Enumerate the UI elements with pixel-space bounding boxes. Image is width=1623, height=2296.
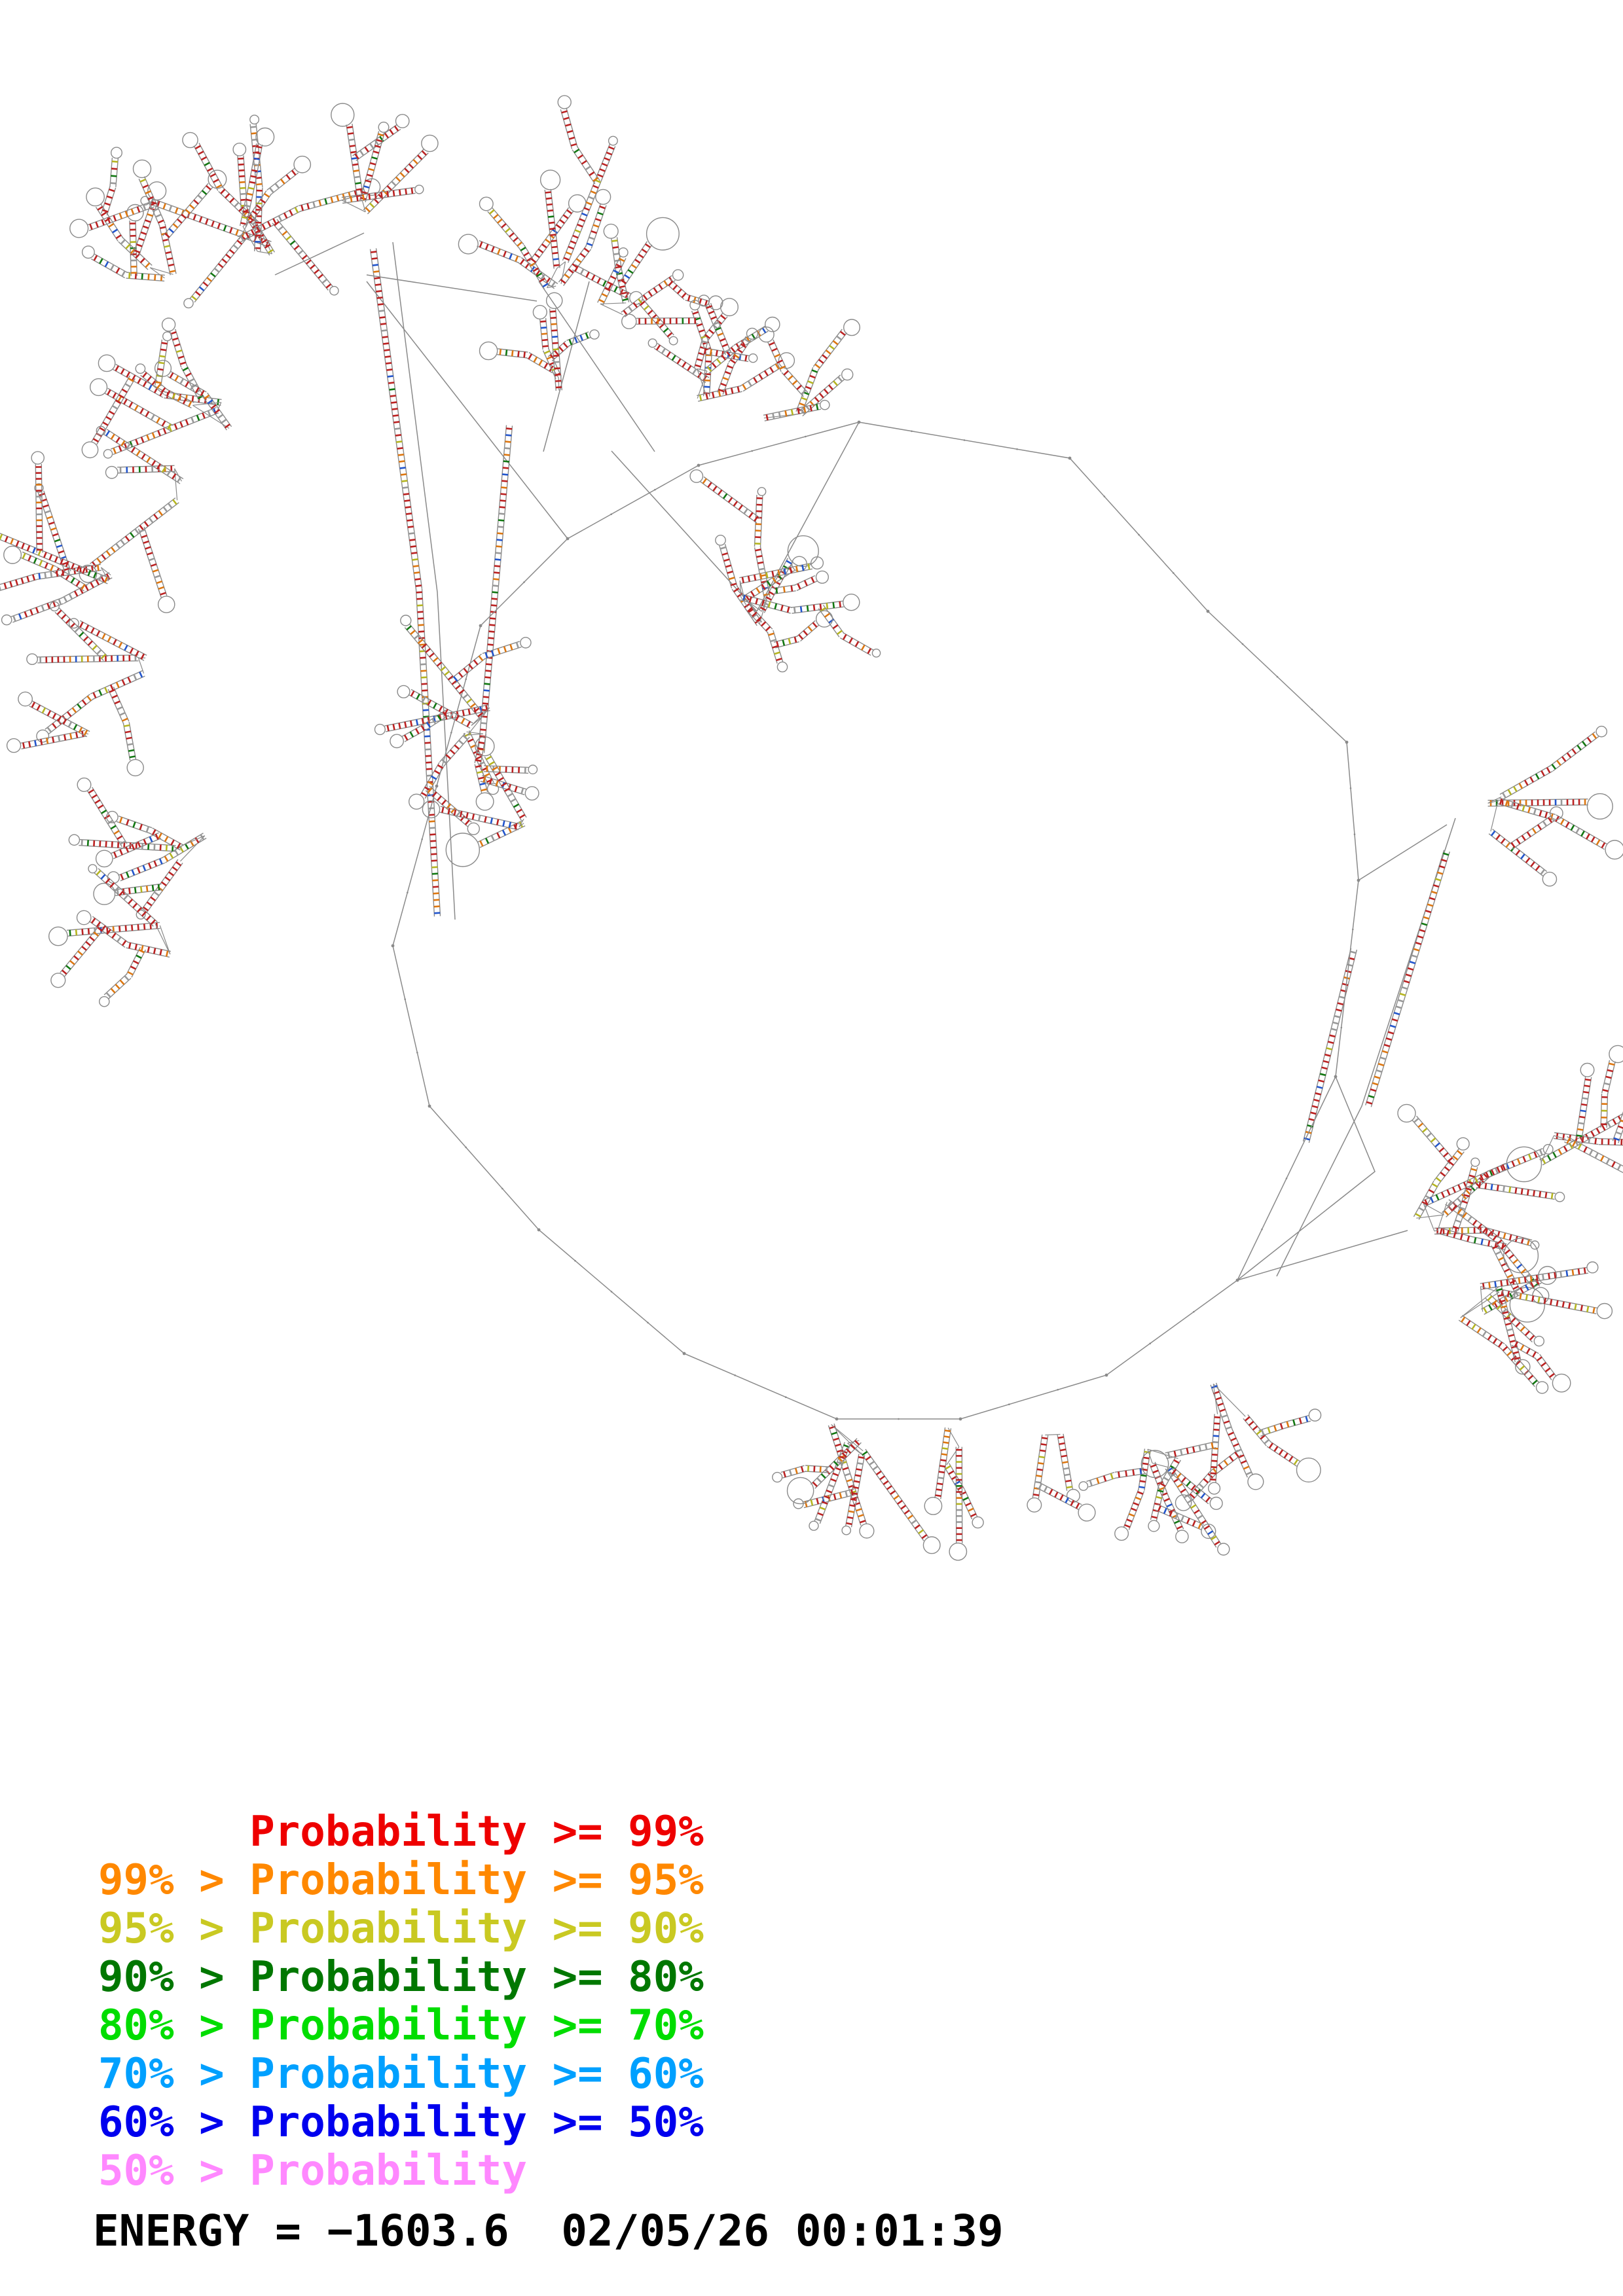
legend-line: Probability >= 99% — [98, 1808, 704, 1856]
legend-line: 80% > Probability >= 70% — [98, 2001, 704, 2050]
legend-line: 99% > Probability >= 95% — [98, 1856, 704, 1905]
probability-legend: Probability >= 99% 99% > Probability >= 9… — [98, 1808, 704, 2195]
legend-line: 70% > Probability >= 60% — [98, 2050, 704, 2098]
legend-line: 95% > Probability >= 90% — [98, 1905, 704, 1953]
legend-line: 50% > Probability — [98, 2147, 528, 2195]
legend-line: 90% > Probability >= 80% — [98, 1953, 704, 2001]
energy-line: ENERGY = −1603.6 02/05/26 00:01:39 — [93, 2206, 1004, 2256]
legend-line: 60% > Probability >= 50% — [98, 2098, 704, 2147]
